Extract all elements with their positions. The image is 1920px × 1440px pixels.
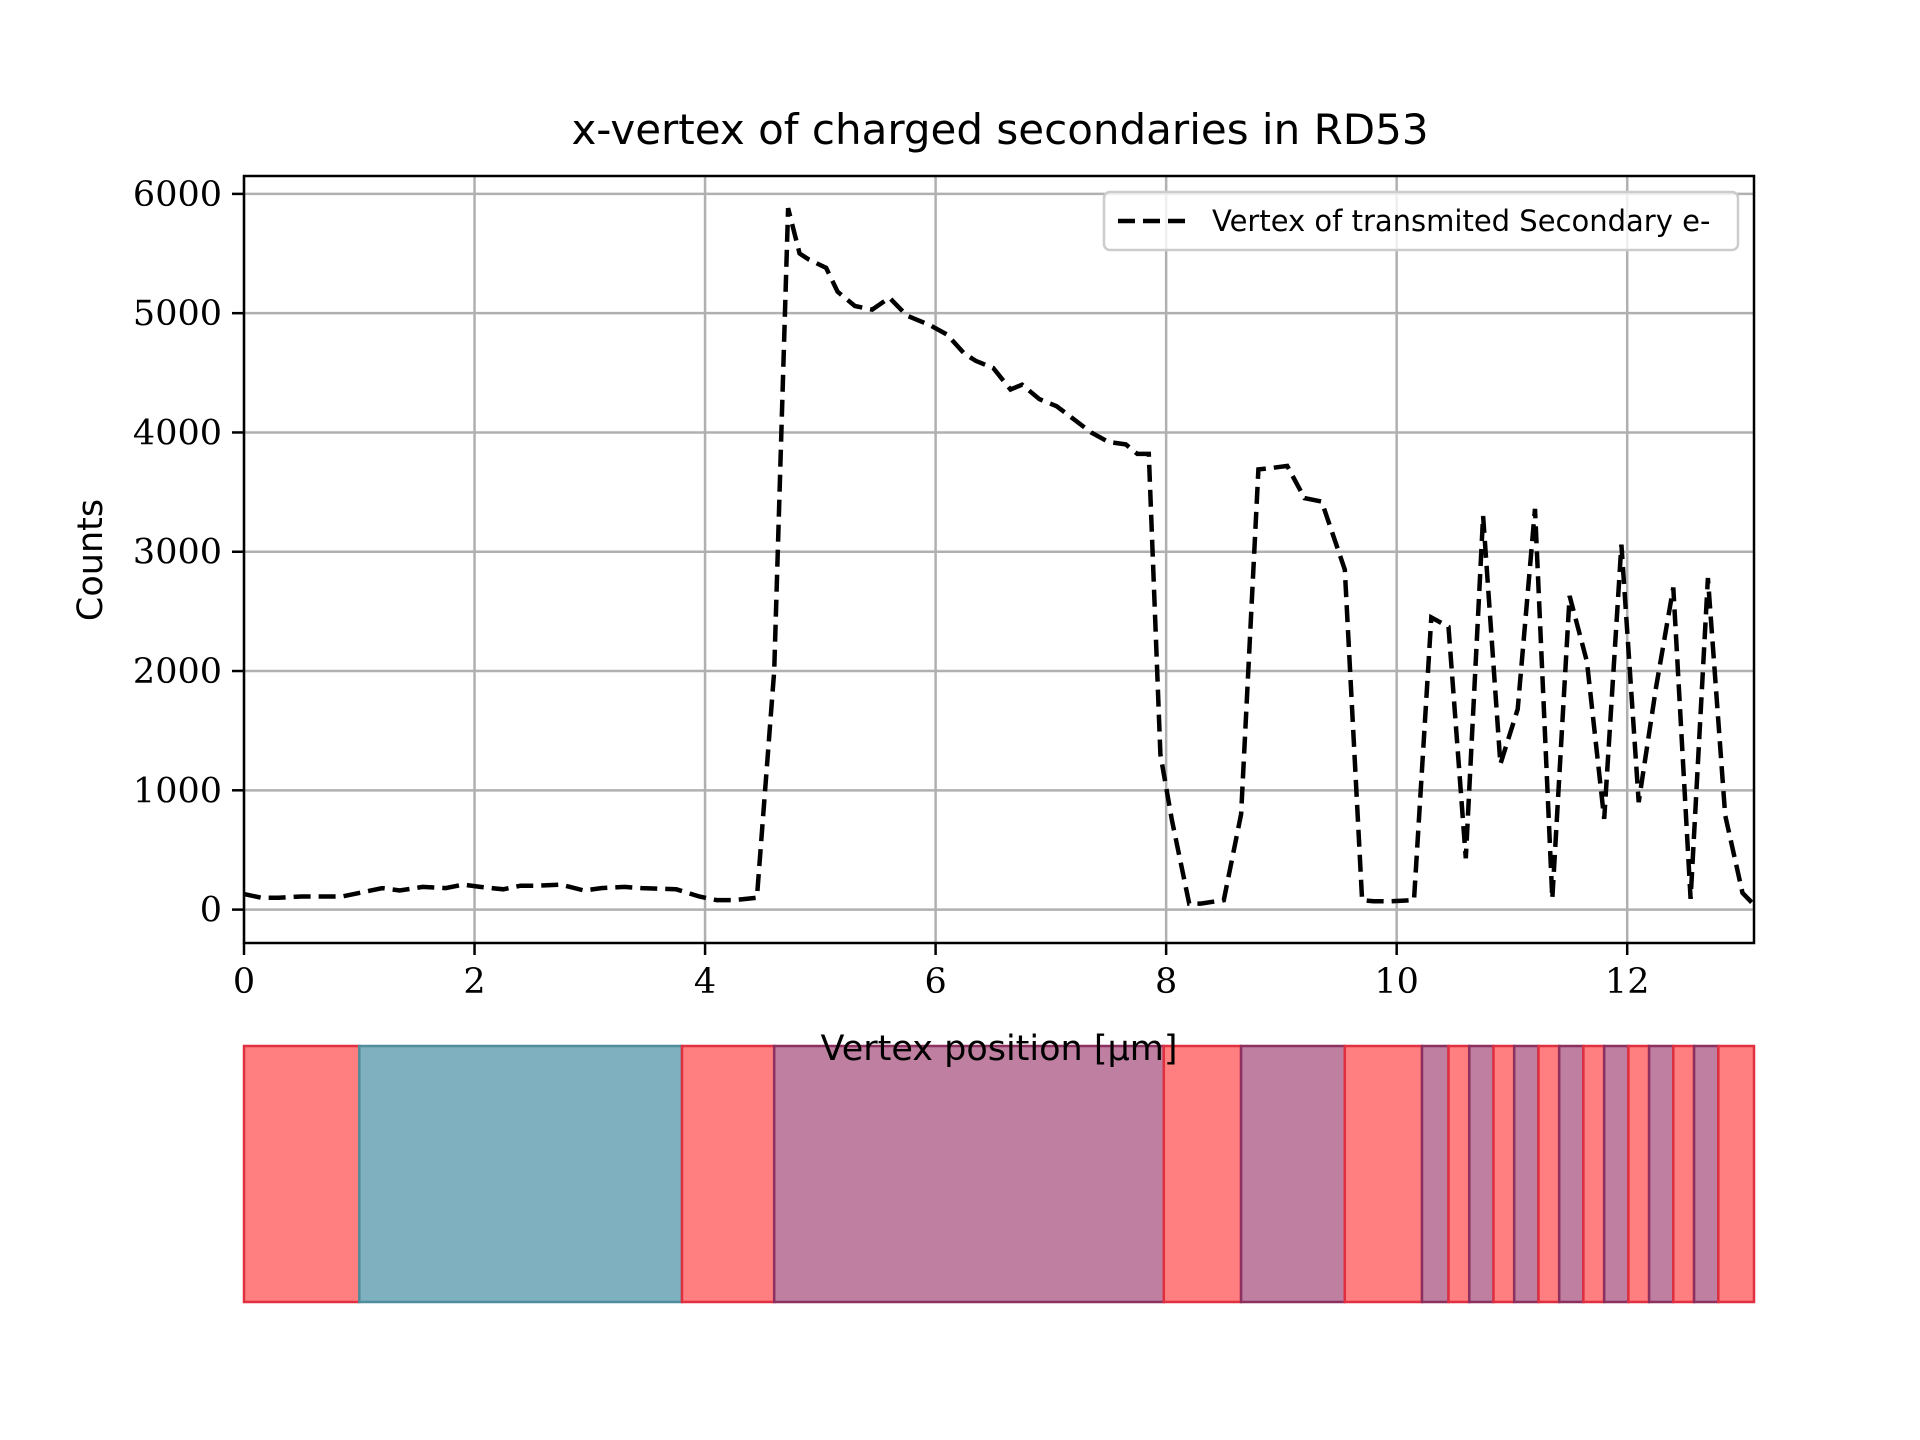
layer-segment-red [1537, 1044, 1561, 1304]
layer-segment-teal [358, 1044, 684, 1304]
y-axis-label: Counts [71, 499, 111, 621]
layer-segment-purple [1647, 1044, 1675, 1304]
legend: Vertex of transmited Secondary e- [1102, 190, 1740, 252]
layer-segment-red [1672, 1044, 1696, 1304]
layer-segment-red [1492, 1044, 1516, 1304]
x-tick-label: 4 [694, 962, 716, 1002]
layer-strip [242, 1044, 1756, 1304]
x-tick-label: 12 [1605, 962, 1650, 1002]
x-tick-label: 6 [924, 962, 946, 1002]
chart-title: x-vertex of charged secondaries in RD53 [571, 105, 1428, 154]
layer-segment-red [1627, 1044, 1651, 1304]
legend-entry-label: Vertex of transmited Secondary e- [1212, 204, 1710, 238]
legend-frame [1102, 190, 1740, 252]
layer-segment-purple [1557, 1044, 1585, 1304]
grid [242, 176, 1754, 943]
layer-segment-purple [1468, 1044, 1495, 1304]
layer-segment-red [1447, 1044, 1471, 1304]
layer-segment-purple [1512, 1044, 1540, 1304]
x-tick-label: 8 [1155, 962, 1177, 1002]
y-tick-label: 1000 [133, 771, 222, 811]
series-line [243, 207, 1756, 907]
layer-segment-purple [772, 1044, 1166, 1304]
layer-segment-red [1582, 1044, 1606, 1304]
x-axis-label: Vertex position [μm] [820, 1029, 1177, 1069]
y-tick-label: 4000 [133, 413, 222, 453]
layer-segment-red [1343, 1044, 1424, 1304]
layer-segment-purple [1239, 1044, 1347, 1304]
y-tick-label: 5000 [133, 294, 222, 334]
series-layer [243, 207, 1756, 907]
x-tick-label: 0 [233, 962, 255, 1002]
layer-segment-red [242, 1044, 361, 1304]
y-tick-label: 0 [200, 891, 222, 931]
x-tick-label: 2 [463, 962, 485, 1002]
y-tick-label: 6000 [133, 175, 222, 215]
layer-segment-purple [1602, 1044, 1630, 1304]
layer-segment-red [1717, 1044, 1756, 1304]
axes-frame [242, 174, 1756, 945]
layer-segment-red [680, 1044, 776, 1304]
layer-segment-purple [1420, 1044, 1450, 1304]
layer-segment-red [1162, 1044, 1243, 1304]
axis-ticks: 0 2 4 6 8 10 12 0 1000 2000 3000 4000 5000 6000 [133, 175, 1650, 1002]
y-tick-label: 3000 [133, 533, 222, 573]
layer-segment-purple [1692, 1044, 1720, 1304]
y-tick-label: 2000 [133, 652, 222, 692]
x-tick-label: 10 [1374, 962, 1419, 1002]
